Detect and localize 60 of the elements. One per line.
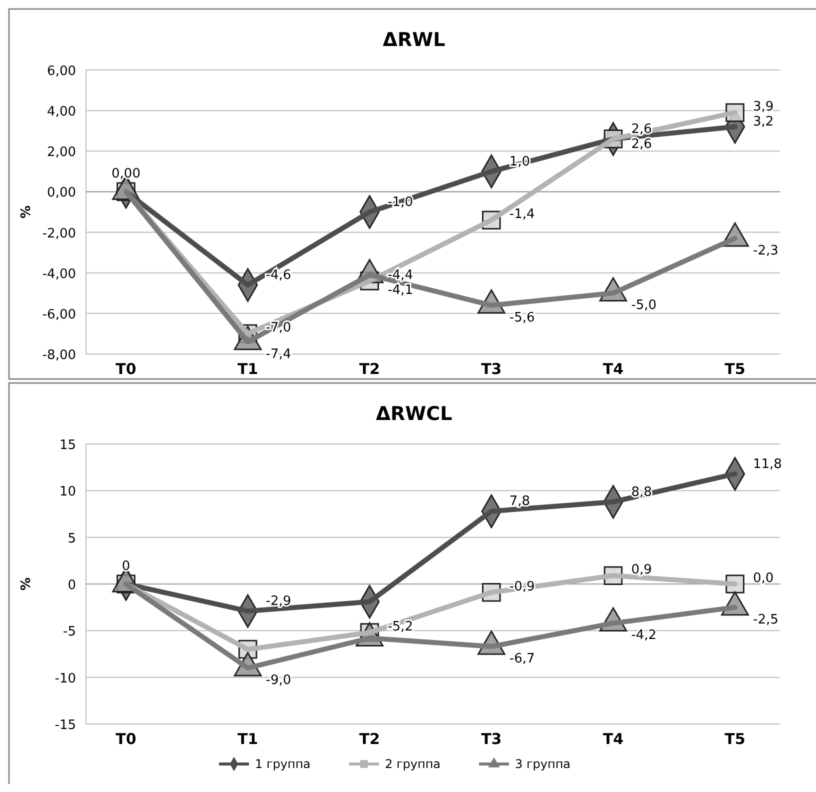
data-label: 3,2 (753, 114, 774, 130)
data-label: -5,0 (631, 298, 657, 314)
data-label: -5,2 (388, 620, 413, 635)
y-axis-title: % (19, 205, 34, 219)
x-tick-label: T3 (481, 360, 502, 378)
y-tick-label: 5 (68, 531, 76, 546)
data-label: 0,00 (112, 166, 140, 182)
data-label: -9,0 (266, 673, 292, 688)
legend-label: 2 группа (385, 757, 441, 771)
y-tick-label: -4,00 (42, 266, 76, 282)
x-tick-label: T3 (481, 730, 502, 748)
x-tick-label: T1 (237, 360, 258, 378)
data-label: -7,4 (266, 346, 292, 362)
x-tick-label: T1 (237, 730, 258, 748)
x-tick-label: T0 (116, 360, 136, 378)
data-label: 7,8 (509, 494, 530, 510)
y-tick-label: -8,00 (42, 348, 76, 363)
chart-title: ΔRWCL (376, 403, 452, 425)
y-tick-label: -10 (54, 671, 76, 686)
data-label: -2,3 (753, 243, 778, 258)
y-tick-label: 0,00 (47, 186, 76, 201)
x-tick-label: T4 (602, 360, 624, 378)
y-tick-label: 0 (68, 578, 76, 593)
data-label: -4,2 (631, 628, 657, 644)
y-tick-label: 6,00 (47, 64, 76, 79)
y-tick-label: 15 (59, 438, 76, 453)
x-tick-label: T2 (359, 730, 380, 748)
chart-title: ΔRWL (382, 29, 446, 51)
y-axis-title: % (19, 577, 34, 591)
y-tick-label: -5 (63, 624, 76, 640)
data-label: -4,4 (388, 268, 413, 283)
legend-label: 3 группа (515, 757, 571, 771)
data-label: 0 (122, 559, 130, 574)
y-tick-label: -15 (54, 718, 76, 733)
data-label: -6,7 (509, 652, 535, 667)
x-tick-label: T0 (116, 730, 136, 748)
x-tick-label: T4 (602, 730, 624, 748)
data-label: -2,5 (753, 612, 778, 628)
y-tick-label: 10 (59, 484, 76, 500)
x-tick-label: T5 (724, 730, 746, 748)
data-label: -5,6 (509, 310, 535, 326)
data-label: 0,0 (753, 571, 774, 586)
y-tick-label: -6,00 (42, 307, 76, 322)
data-label: -4,6 (266, 268, 292, 284)
data-label: 2,6 (631, 122, 652, 137)
data-label: -4,1 (388, 282, 413, 298)
data-label: 2,6 (631, 136, 652, 152)
x-tick-label: T5 (724, 360, 746, 378)
legend-label: 1 группа (255, 757, 311, 771)
data-label: 3,9 (753, 100, 774, 115)
data-label: -2,9 (266, 594, 292, 610)
data-label: -7,0 (266, 320, 292, 336)
data-label: 0,9 (631, 562, 652, 578)
data-label: -1,4 (509, 207, 535, 222)
data-label: 11,8 (753, 456, 782, 472)
y-tick-label: -2,00 (42, 226, 76, 242)
y-tick-label: 2,00 (47, 145, 76, 160)
data-label: -0,9 (509, 579, 535, 594)
y-tick-label: 4,00 (47, 104, 76, 120)
x-tick-label: T2 (359, 360, 380, 378)
